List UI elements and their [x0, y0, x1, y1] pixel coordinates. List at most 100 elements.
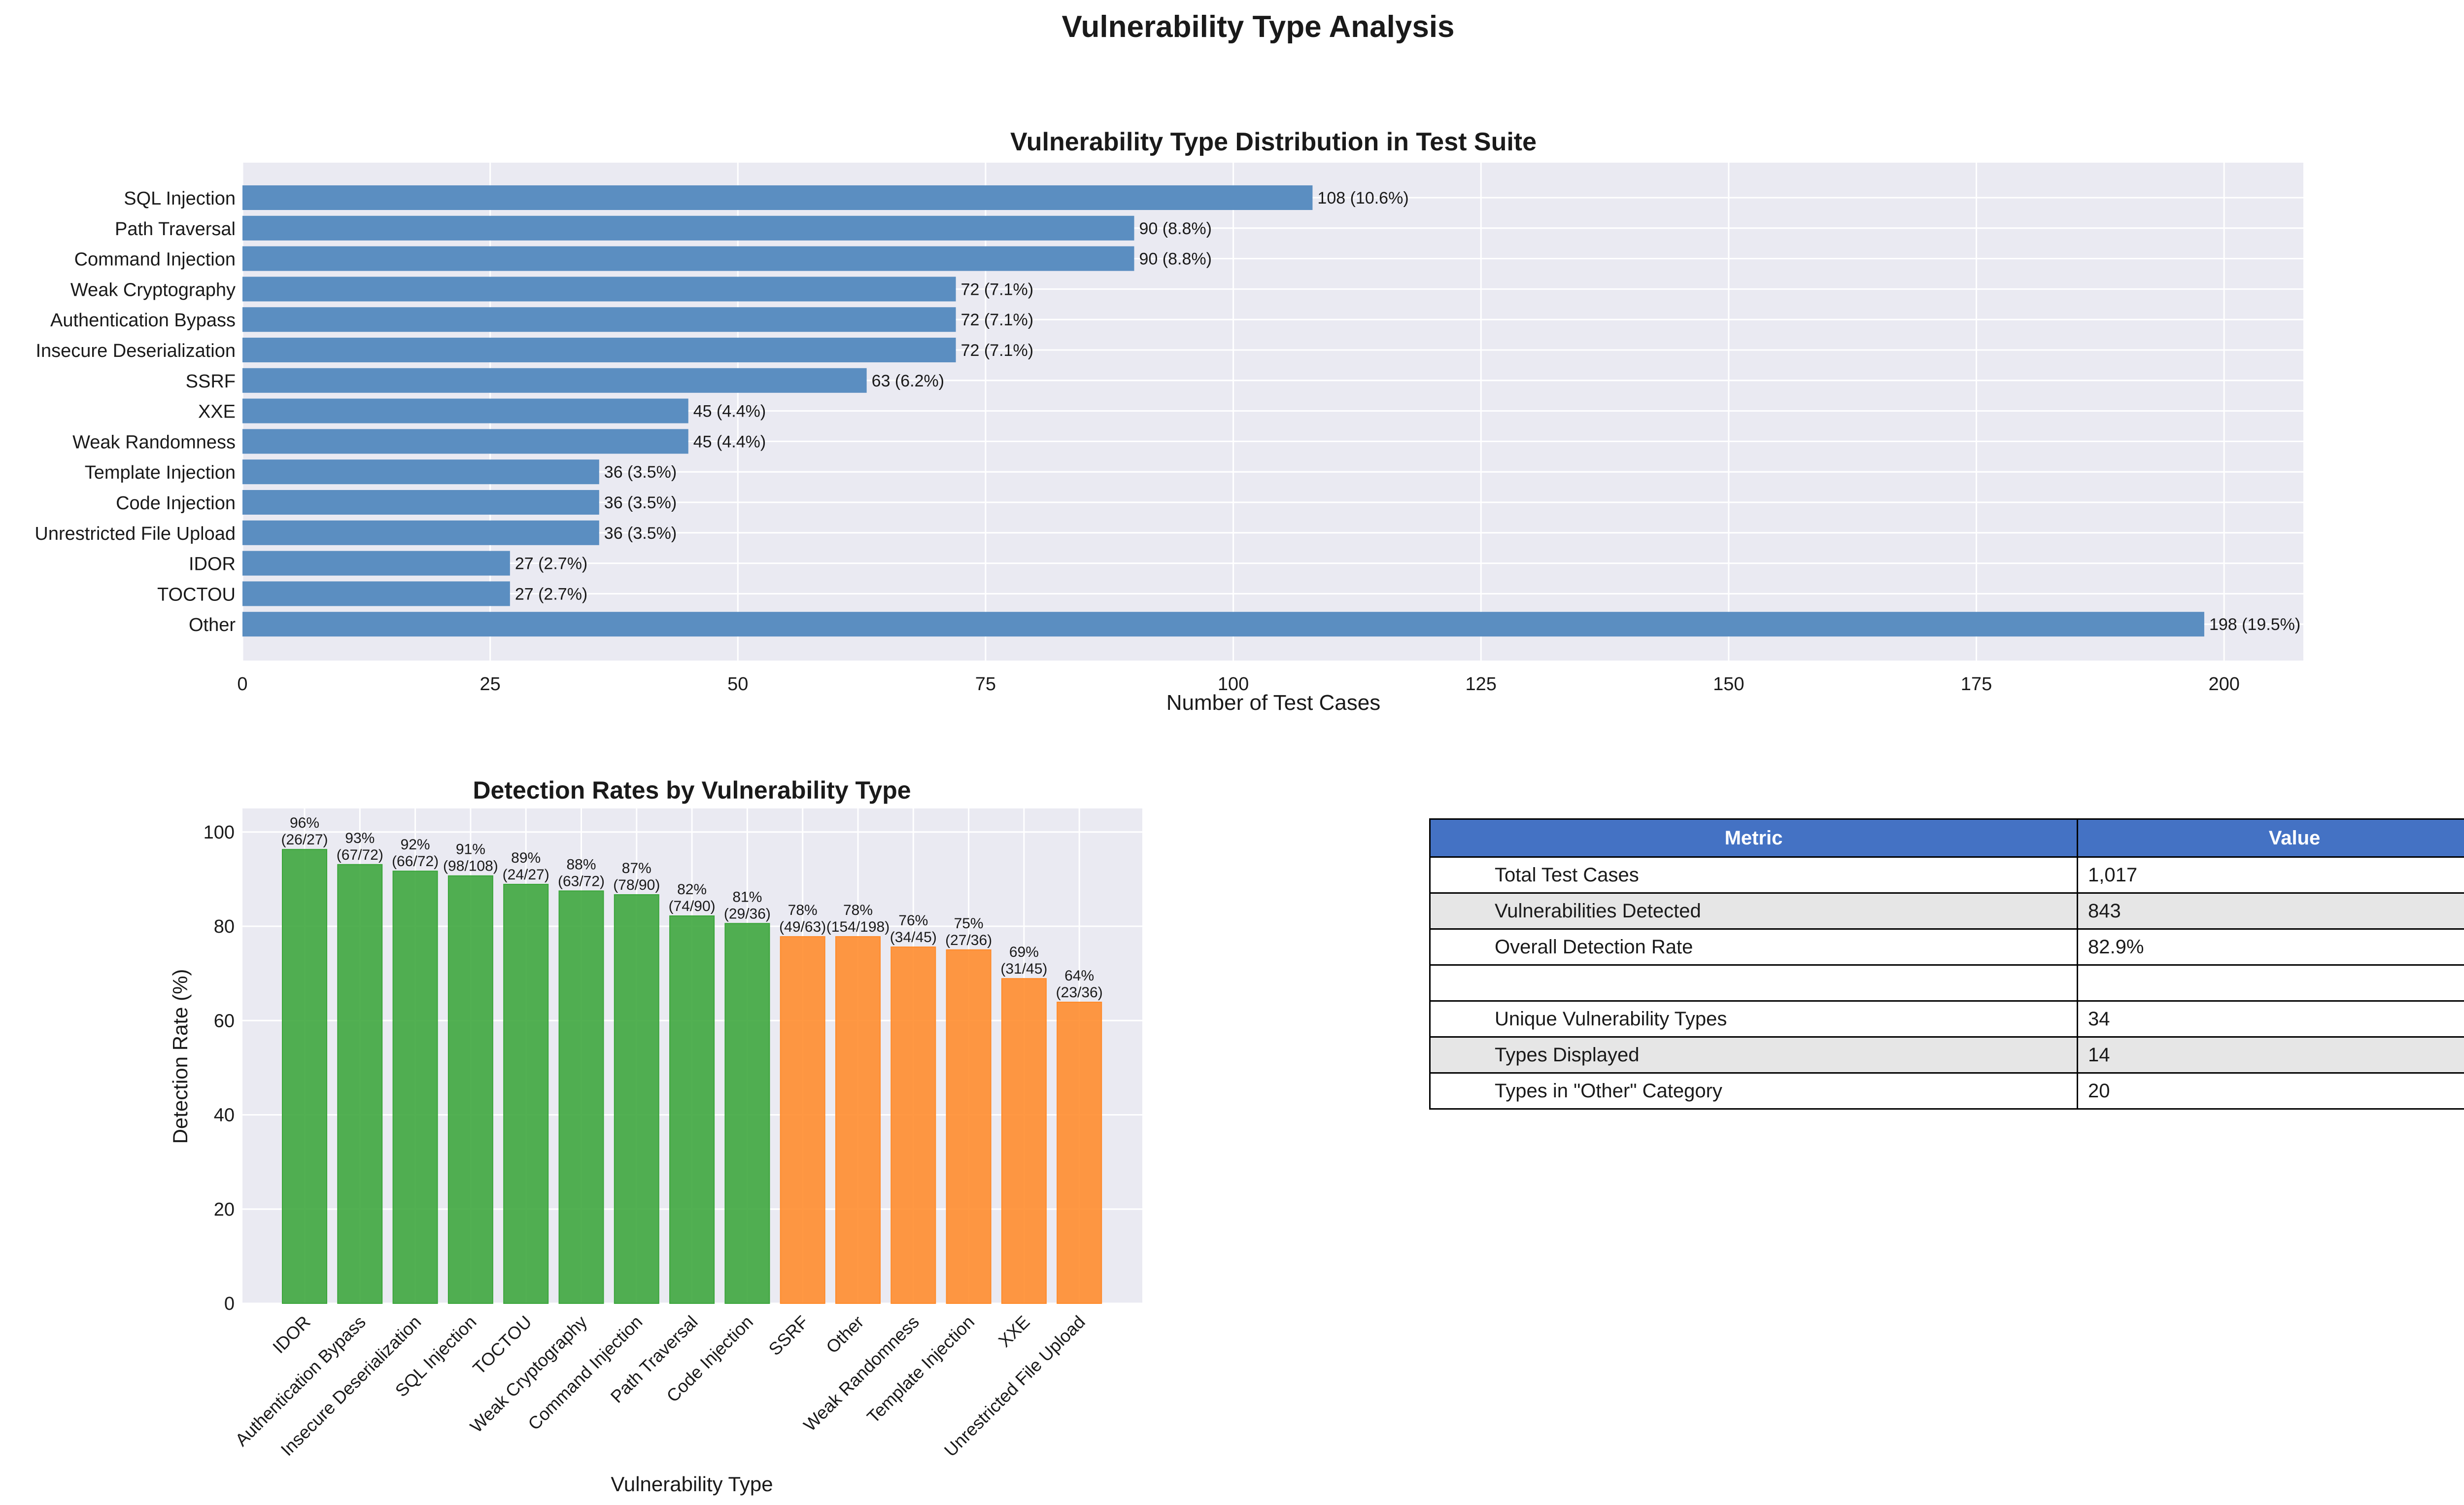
- detection-category-label: SSRF: [764, 1312, 812, 1360]
- distribution-x-tick-label: 125: [1466, 674, 1497, 695]
- table-cell-metric: [1430, 965, 2078, 1001]
- detection-category-label: Template Injection: [863, 1312, 978, 1427]
- table-header-value: Value: [2078, 819, 2464, 857]
- table-header-row: Metric Value: [1430, 819, 2464, 857]
- detection-y-tick-label: 60: [214, 1011, 235, 1031]
- detection-bar: [448, 876, 493, 1303]
- distribution-x-tick-label: 75: [975, 674, 996, 695]
- distribution-data-label: 45 (4.4%): [693, 402, 766, 421]
- detection-count-label: (31/45): [1000, 961, 1047, 977]
- detection-rate-y-axis-label: Detection Rate (%): [169, 969, 192, 1144]
- detection-count-label: (74/90): [669, 898, 716, 914]
- distribution-bar: [242, 612, 2204, 636]
- detection-bar: [891, 947, 935, 1303]
- table-cell-metric: Types Displayed: [1430, 1037, 2078, 1073]
- detection-pct-label: 82%: [677, 881, 707, 898]
- detection-pct-label: 76%: [898, 912, 928, 929]
- detection-pct-label: 69%: [1009, 944, 1039, 960]
- distribution-bar: [242, 307, 956, 332]
- detection-count-label: (63/72): [558, 873, 605, 889]
- detection-count-label: (154/198): [826, 919, 890, 935]
- table-cell-value: 20: [2078, 1073, 2464, 1109]
- distribution-category-label: SSRF: [186, 371, 236, 392]
- detection-count-label: (34/45): [890, 929, 937, 945]
- distribution-bar: [242, 216, 1134, 241]
- detection-rate-chart: Detection Rates by Vulnerability Type 96…: [169, 776, 1142, 1496]
- distribution-data-label: 198 (19.5%): [2209, 615, 2300, 634]
- distribution-data-label: 72 (7.1%): [961, 311, 1033, 329]
- distribution-data-label: 90 (8.8%): [1139, 250, 1212, 269]
- detection-bar: [1002, 979, 1046, 1303]
- detection-category-label: Other: [822, 1312, 868, 1358]
- detection-y-tick-label: 100: [204, 822, 235, 843]
- table-cell-value: 843: [2078, 893, 2464, 929]
- table-cell-metric: Types in "Other" Category: [1430, 1073, 2078, 1109]
- detection-bar: [781, 937, 825, 1303]
- distribution-category-label: Code Injection: [116, 493, 236, 514]
- distribution-category-label: Template Injection: [85, 462, 236, 483]
- detection-pct-label: 93%: [345, 830, 375, 846]
- distribution-x-tick-label: 50: [727, 674, 748, 695]
- distribution-chart-title: Vulnerability Type Distribution in Test …: [1010, 128, 1537, 156]
- table-cell-value: 14: [2078, 1037, 2464, 1073]
- distribution-bar: [242, 277, 956, 301]
- distribution-category-label: TOCTOU: [157, 584, 236, 605]
- distribution-x-tick-label: 200: [2208, 674, 2239, 695]
- detection-bar: [559, 891, 604, 1303]
- detection-bar: [725, 923, 769, 1303]
- distribution-data-label: 72 (7.1%): [961, 280, 1033, 299]
- distribution-category-label: Other: [189, 615, 236, 635]
- table-cell-metric: Unique Vulnerability Types: [1430, 1001, 2078, 1037]
- detection-pct-label: 91%: [456, 841, 485, 858]
- distribution-category-label: Insecure Deserialization: [35, 341, 236, 361]
- detection-y-tick-label: 20: [214, 1199, 235, 1220]
- distribution-data-label: 27 (2.7%): [515, 585, 587, 603]
- detection-pct-label: 81%: [732, 889, 762, 905]
- distribution-bar: [242, 521, 599, 545]
- detection-pct-label: 88%: [566, 856, 596, 873]
- table-row: Unique Vulnerability Types 34: [1430, 1001, 2464, 1037]
- figure-title: Vulnerability Type Analysis: [1061, 10, 1454, 44]
- detection-bar: [615, 895, 659, 1303]
- detection-y-tick-label: 0: [224, 1294, 235, 1314]
- distribution-chart: Vulnerability Type Distribution in Test …: [34, 128, 2303, 715]
- distribution-data-label: 27 (2.7%): [515, 555, 587, 573]
- distribution-x-tick-label: 175: [1961, 674, 1992, 695]
- table-cell-metric: Vulnerabilities Detected: [1430, 893, 2078, 929]
- detection-y-tick-label: 80: [214, 916, 235, 937]
- table-cell-value: 1,017: [2078, 857, 2464, 893]
- distribution-bar: [242, 490, 599, 515]
- detection-pct-label: 64%: [1064, 968, 1094, 984]
- distribution-bar: [242, 185, 1312, 210]
- detection-pct-label: 87%: [622, 860, 651, 876]
- distribution-category-label: IDOR: [189, 554, 236, 575]
- distribution-x-tick-label: 150: [1713, 674, 1744, 695]
- detection-bar: [670, 916, 714, 1303]
- table-row: Types Displayed 14: [1430, 1037, 2464, 1073]
- detection-y-tick-label: 40: [214, 1105, 235, 1126]
- detection-pct-label: 89%: [511, 850, 541, 866]
- detection-count-label: (98/108): [443, 858, 498, 875]
- detection-category-label: XXE: [994, 1312, 1034, 1351]
- distribution-data-label: 36 (3.5%): [604, 524, 677, 543]
- detection-count-label: (27/36): [945, 932, 992, 948]
- distribution-data-label: 90 (8.8%): [1139, 219, 1212, 238]
- detection-count-label: (66/72): [392, 853, 439, 870]
- detection-count-label: (26/27): [281, 832, 328, 848]
- detection-count-label: (78/90): [613, 877, 660, 893]
- table-row: Vulnerabilities Detected 843: [1430, 893, 2464, 929]
- detection-bar: [836, 937, 880, 1303]
- distribution-category-label: Weak Randomness: [72, 432, 236, 453]
- distribution-category-label: XXE: [198, 402, 236, 422]
- table-cell-metric: Overall Detection Rate: [1430, 929, 2078, 965]
- table-row: Total Test Cases 1,017: [1430, 857, 2464, 893]
- table-row: Types in "Other" Category 20: [1430, 1073, 2464, 1109]
- detection-count-label: (49/63): [779, 919, 826, 935]
- distribution-data-label: 45 (4.4%): [693, 432, 766, 451]
- distribution-bar: [242, 399, 688, 423]
- distribution-bar: [242, 368, 867, 393]
- detection-pct-label: 78%: [788, 902, 818, 918]
- detection-count-label: (67/72): [337, 847, 383, 863]
- detection-bar: [393, 871, 438, 1303]
- table-cell-value: [2078, 965, 2464, 1001]
